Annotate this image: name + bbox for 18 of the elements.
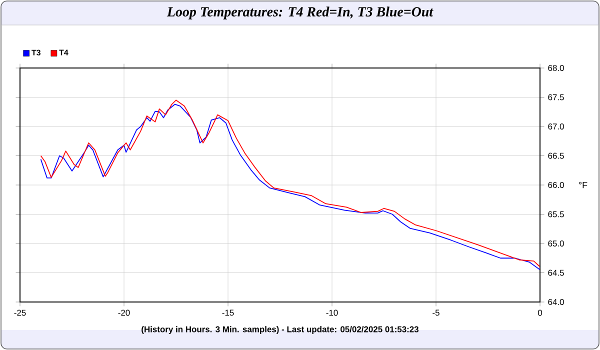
x-tick-label: -25: [14, 310, 26, 316]
x-axis-title: (History in Hours. 3 Min. samples) - Last update: 05/02/2025 01:53:23: [142, 326, 419, 334]
x-tick-label: -20: [118, 310, 130, 316]
x-tick-label: -10: [326, 310, 338, 316]
y-tick-label: 67.0: [548, 124, 564, 130]
y-tick-label: 66.0: [548, 182, 564, 188]
x-tick-label: -5: [432, 310, 440, 316]
y-tick-label: 64.5: [548, 270, 564, 276]
y-tick-label: 65.5: [548, 211, 564, 218]
y-tick-label: 66.5: [548, 152, 564, 159]
x-tick-label: 0: [538, 310, 542, 316]
y-tick-label: 67.5: [548, 94, 564, 100]
chart-title: Loop Temperatures: T4 Red=In, T3 Blue=Out: [166, 6, 434, 20]
y-tick-label: 65.0: [548, 240, 564, 246]
y-axis-title: °F: [579, 182, 588, 188]
x-tick-label: -15: [222, 310, 234, 316]
y-tick-label: 64.0: [548, 299, 564, 305]
y-tick-label: 68.0: [548, 65, 564, 71]
